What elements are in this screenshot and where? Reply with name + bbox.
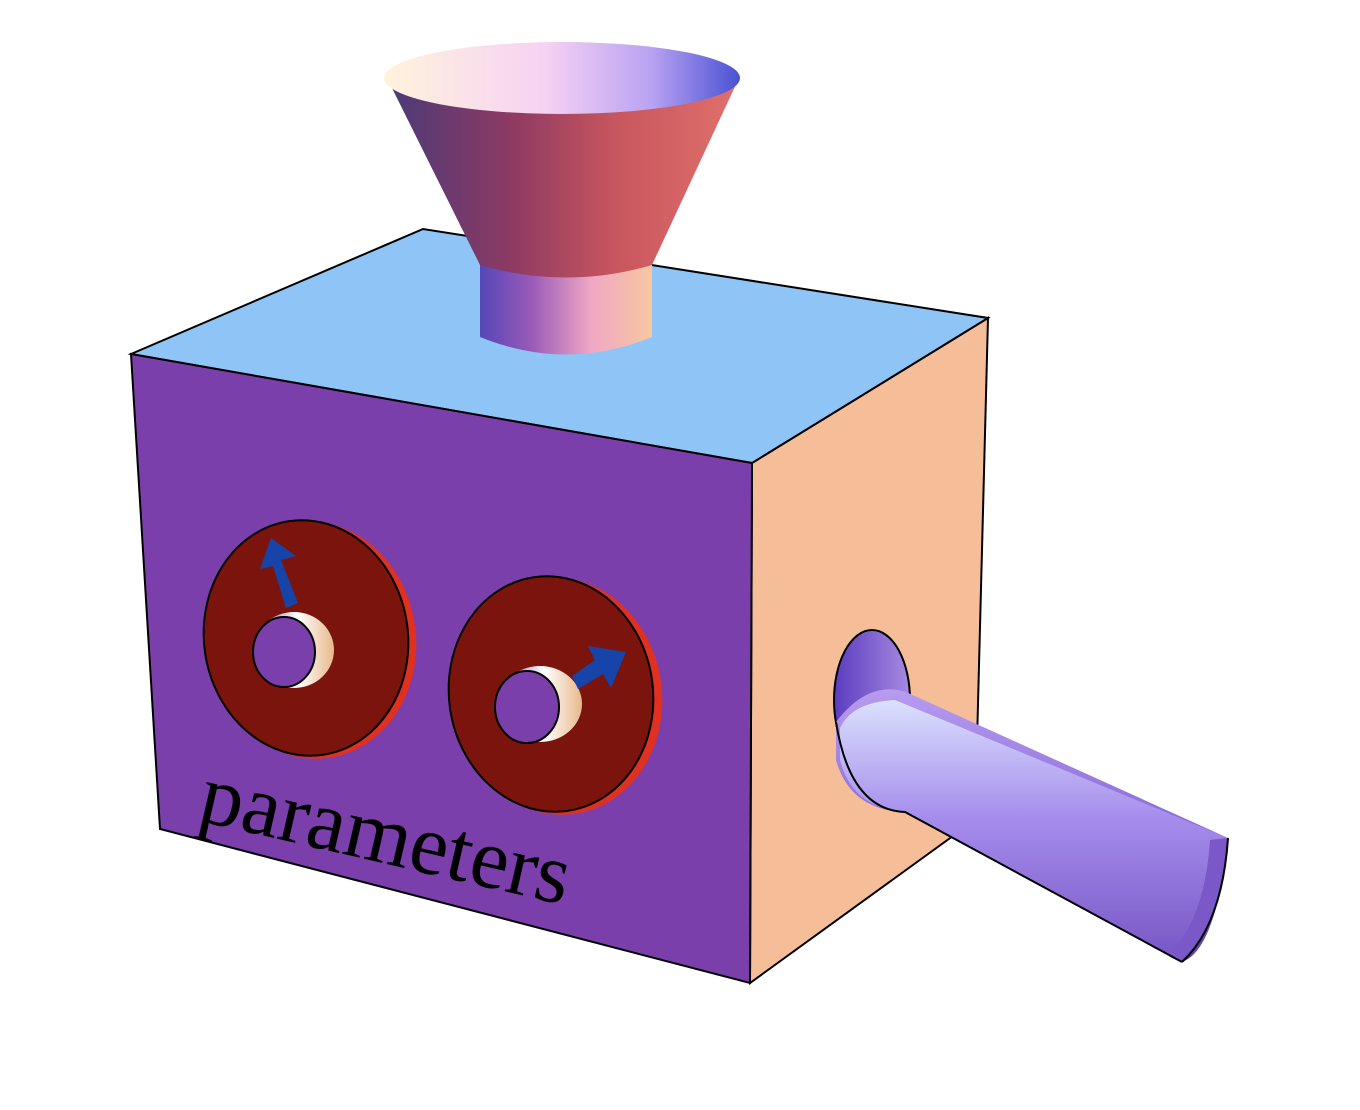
knob-1 — [202, 519, 417, 759]
knob-2 — [447, 575, 663, 815]
front-face — [129, 352, 754, 985]
knob-1-arrow — [260, 538, 298, 608]
output-chute — [833, 629, 1229, 963]
funnel-hopper — [384, 42, 740, 355]
knob-2-arrow — [572, 646, 626, 689]
